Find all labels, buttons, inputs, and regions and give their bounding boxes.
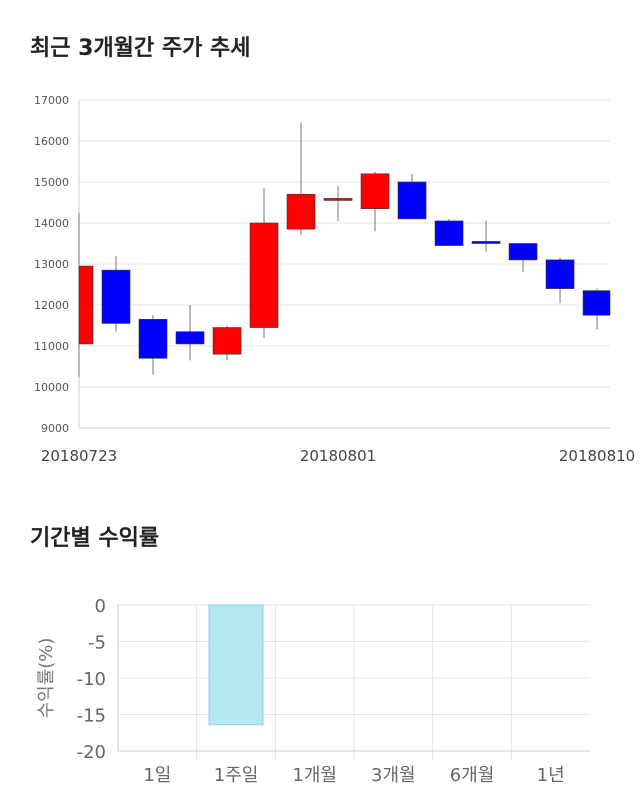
candle-body bbox=[360, 173, 390, 209]
y-axis-label: 수익률(%) bbox=[36, 638, 57, 719]
candle-body bbox=[545, 259, 575, 289]
y-tick-label: 10000 bbox=[34, 381, 69, 394]
candle-body bbox=[249, 222, 279, 328]
candle-body bbox=[471, 241, 501, 244]
candles bbox=[78, 122, 611, 377]
candle-body bbox=[138, 319, 168, 359]
y-tick-label: 13000 bbox=[34, 258, 69, 271]
y-tick-label: 16000 bbox=[34, 135, 69, 148]
x-tick-label: 1년 bbox=[537, 765, 565, 786]
x-tick-label: 20180810 bbox=[559, 447, 635, 465]
candle-body bbox=[582, 290, 611, 316]
returns-title: 기간별 수익률 bbox=[30, 526, 160, 551]
x-tick-label: 20180723 bbox=[41, 447, 117, 465]
y-tick-label: 17000 bbox=[34, 94, 69, 107]
candle-body bbox=[78, 265, 94, 345]
y-tick-label: -20 bbox=[77, 742, 106, 763]
x-tick-label: 20180801 bbox=[300, 447, 376, 465]
candle-body bbox=[508, 243, 538, 261]
y-tick-label: 11000 bbox=[34, 340, 69, 353]
y-tick-label: 9000 bbox=[41, 422, 69, 435]
candle-body bbox=[323, 198, 353, 201]
y-tick-label: 0 bbox=[95, 596, 106, 617]
y-tick-label: 14000 bbox=[34, 217, 69, 230]
x-tick-label: 1개월 bbox=[292, 765, 337, 786]
x-tick-label: 6개월 bbox=[450, 765, 495, 786]
y-tick-label: -5 bbox=[88, 633, 106, 654]
x-tick-label: 1일 bbox=[143, 765, 171, 786]
candle-body bbox=[286, 194, 316, 230]
candle-body bbox=[212, 327, 242, 355]
candle-body bbox=[434, 220, 464, 246]
y-tick-label: 12000 bbox=[34, 299, 69, 312]
y-tick-label: 15000 bbox=[34, 176, 69, 189]
y-tick-label: -15 bbox=[77, 706, 106, 727]
x-tick-label: 1주일 bbox=[214, 765, 259, 786]
return-bar bbox=[208, 604, 264, 726]
y-tick-label: -10 bbox=[77, 669, 106, 690]
candle-body bbox=[397, 181, 427, 220]
price-trend-title: 최근 3개월간 주가 추세 bbox=[30, 36, 251, 61]
x-tick-label: 3개월 bbox=[371, 765, 416, 786]
candlestick-chart: 9000 10000 11000 12000 13000 14000 15000 16000 1… bbox=[34, 94, 635, 465]
candle-body bbox=[175, 331, 205, 345]
candle-body bbox=[101, 269, 131, 324]
